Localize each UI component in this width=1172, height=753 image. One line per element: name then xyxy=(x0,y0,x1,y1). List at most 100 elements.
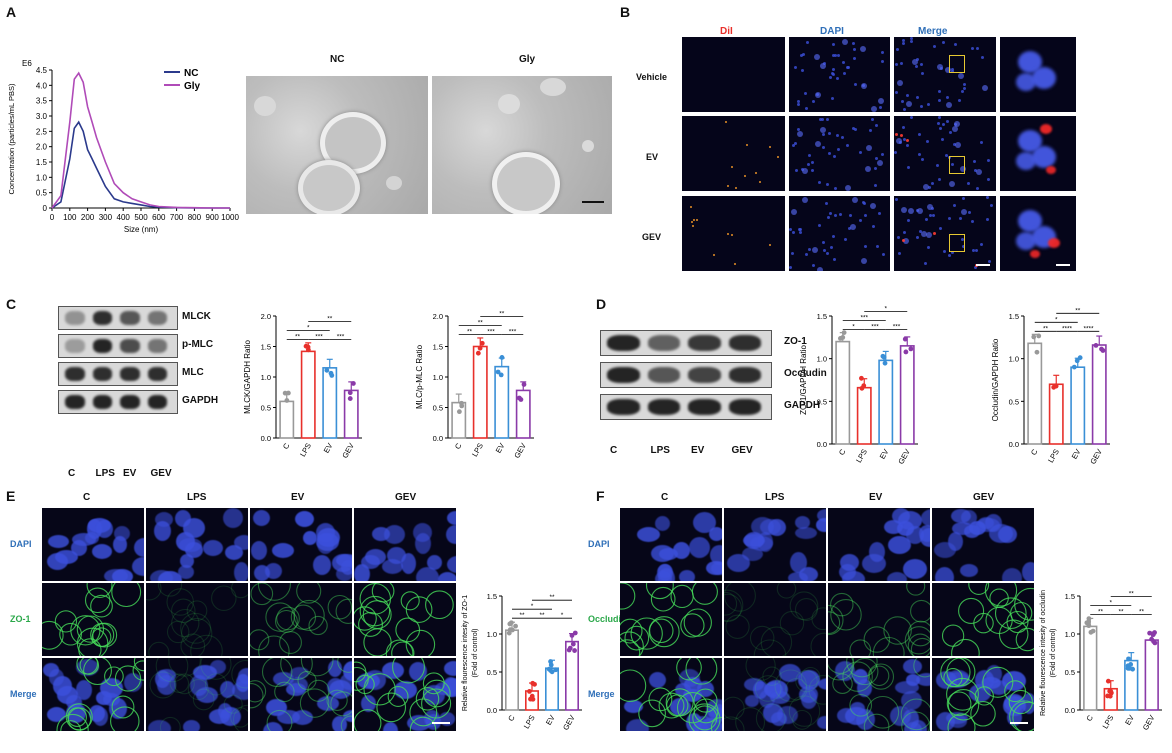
significance-mark: * xyxy=(531,603,534,610)
significance-mark: *** xyxy=(315,333,323,340)
row-label-ev: EV xyxy=(646,152,659,162)
data-point xyxy=(572,648,577,653)
y-axis-label: Concentration (particles/mL PBS) xyxy=(7,83,16,195)
blot-band xyxy=(65,367,85,381)
bar-c xyxy=(279,400,295,439)
zoom-nucleus xyxy=(1032,67,1056,89)
e-micrograph-r1-c1 xyxy=(146,583,248,656)
bar-lps xyxy=(300,350,316,439)
x-tick-label: 400 xyxy=(117,213,131,222)
blot-band xyxy=(65,311,85,325)
blot-band xyxy=(92,367,112,381)
lane-label: LPS xyxy=(95,468,115,479)
y-axis-label: Relative flourescence intesity of ZO-1 (F… xyxy=(462,595,479,711)
blot-band xyxy=(65,395,85,409)
x-tick-label: GEV xyxy=(896,448,912,466)
y-tick-label: 1.0 xyxy=(817,355,827,364)
data-point xyxy=(548,662,554,668)
data-point xyxy=(1105,678,1111,684)
panel-label-f: F xyxy=(596,488,605,504)
blot-band xyxy=(120,339,140,353)
bar-c xyxy=(1027,342,1043,445)
y-tick-label: 0.0 xyxy=(1009,440,1019,449)
bar-gev xyxy=(1144,639,1159,711)
blot-band xyxy=(92,311,112,325)
data-point xyxy=(1088,629,1094,635)
significance-mark: * xyxy=(561,612,564,619)
e-micrograph-r2-c0 xyxy=(42,658,144,731)
significance-mark: *** xyxy=(871,324,879,331)
data-point xyxy=(1099,346,1104,352)
dii-signal xyxy=(1030,250,1040,258)
data-point xyxy=(840,335,846,340)
significance-mark: ** xyxy=(1098,608,1104,615)
bar-c xyxy=(504,629,519,711)
bar-lps xyxy=(856,386,872,445)
data-point xyxy=(303,343,309,349)
x-tick-label: LPS xyxy=(1046,448,1061,465)
x-tick-label: 700 xyxy=(170,213,184,222)
e-micrograph-r2-c1 xyxy=(146,658,248,731)
x-tick-label: LPS xyxy=(470,442,485,459)
panel-label-d: D xyxy=(596,296,607,312)
scale-bar xyxy=(1056,264,1070,266)
significance-mark: * xyxy=(884,306,887,313)
x-tick-label: EV xyxy=(878,448,891,461)
blot-row-mlck xyxy=(58,306,178,330)
blot-label: MLCK xyxy=(182,311,211,322)
column-label: C xyxy=(83,492,91,503)
blot-row-gapdh xyxy=(58,390,178,414)
blot-row-gapdh xyxy=(600,394,772,420)
f-micrograph-r1-c3 xyxy=(932,583,1034,656)
significance-mark: * xyxy=(1109,599,1112,606)
y-tick-label: 2.0 xyxy=(36,143,48,152)
blot-band xyxy=(728,335,761,351)
data-point xyxy=(1128,662,1134,667)
data-point xyxy=(882,360,888,366)
bar-chart-mlc: 0.0 0.5 1.0 1.5 2.0 MLC/p-MLC Ratio C LPS EV GEV *… xyxy=(415,311,534,460)
data-point xyxy=(841,330,847,335)
y-axis-label: Occludin/GAPDH Ratio xyxy=(991,338,1000,421)
x-tick-label: GEV xyxy=(561,714,577,732)
bar-lps xyxy=(1048,383,1064,445)
significance-mark: **** xyxy=(1083,325,1094,332)
data-point xyxy=(459,403,465,409)
blot-label: MLC xyxy=(182,367,204,378)
blot-band xyxy=(147,395,167,409)
micrograph-b-r2-c1 xyxy=(789,196,890,271)
column-label: EV xyxy=(291,492,305,503)
y-tick-label: 0.0 xyxy=(487,706,497,715)
data-point xyxy=(903,349,909,355)
dii-signal xyxy=(1046,166,1056,174)
data-point xyxy=(329,373,335,378)
y-tick-label: 0.0 xyxy=(1065,706,1075,715)
data-point xyxy=(305,347,311,353)
significance-mark: ** xyxy=(1075,307,1081,314)
y-tick-label: 4.0 xyxy=(36,81,48,90)
data-point xyxy=(479,340,485,346)
zoom-nucleus xyxy=(1016,73,1036,91)
data-point xyxy=(1071,364,1077,370)
data-point xyxy=(1031,334,1037,340)
bar-chart-zo1-intensity: 0.0 0.5 1.0 1.5 Relative flourescence intesi… xyxy=(462,592,582,732)
f-micrograph-r0-c1 xyxy=(724,508,826,581)
y-tick-label: 1.5 xyxy=(817,312,827,321)
dii-signal xyxy=(1048,238,1060,248)
x-tick-label: LPS xyxy=(1101,714,1116,731)
data-point xyxy=(495,369,501,375)
data-point xyxy=(285,390,291,396)
blot-band xyxy=(92,339,112,353)
y-axis-label: MLC/p-MLC Ratio xyxy=(415,344,424,409)
panel-label-a: A xyxy=(6,4,17,20)
y-tick-label: 1.0 xyxy=(1009,355,1019,364)
micrograph-b-r0-c2 xyxy=(894,37,996,112)
data-point xyxy=(499,355,505,360)
x-tick-label: 100 xyxy=(63,213,77,222)
blot-band xyxy=(607,399,640,415)
x-tick-label: 200 xyxy=(81,213,95,222)
bar-ev xyxy=(1070,366,1086,445)
blot-band xyxy=(607,367,640,383)
data-point xyxy=(569,633,575,638)
x-tick-label: C xyxy=(837,447,848,457)
